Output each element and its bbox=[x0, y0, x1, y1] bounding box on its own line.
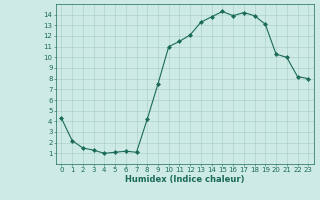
X-axis label: Humidex (Indice chaleur): Humidex (Indice chaleur) bbox=[125, 175, 244, 184]
